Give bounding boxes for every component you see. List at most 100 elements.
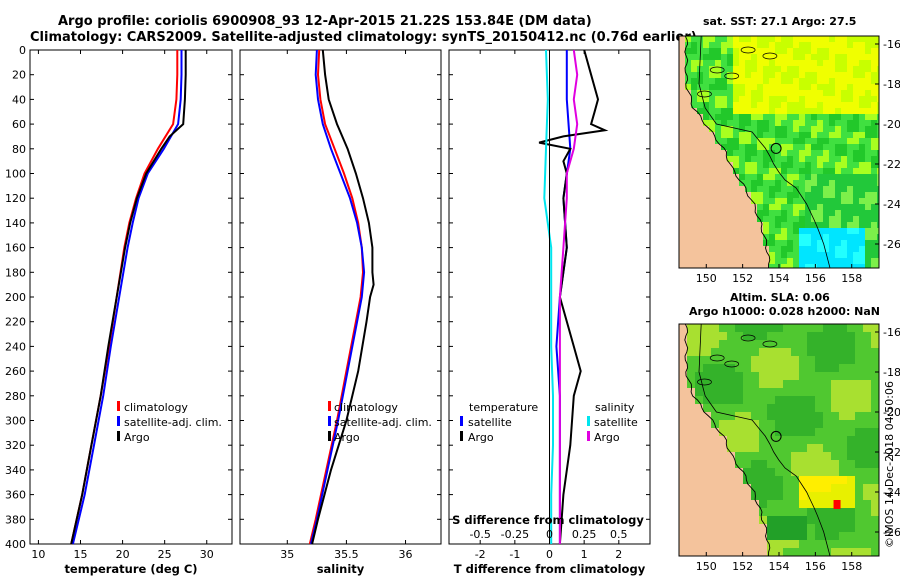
map-cell [763, 102, 769, 108]
map-cell [691, 84, 697, 90]
map-cell [745, 198, 751, 204]
map-cell [815, 436, 823, 444]
map-cell [823, 340, 831, 348]
map-cell [791, 516, 799, 524]
map-cell [877, 66, 879, 72]
map-cell [739, 132, 745, 138]
map-cell [781, 222, 787, 228]
map-cell [815, 508, 823, 516]
map-cell [769, 114, 775, 120]
map-cell [831, 508, 839, 516]
map-cell [775, 96, 781, 102]
map-cell [679, 42, 685, 48]
map-cell [769, 192, 775, 198]
map-cell [823, 468, 831, 476]
lat-tick-label: -16 [883, 38, 900, 51]
map-cell [859, 252, 865, 258]
map-cell [811, 258, 817, 264]
map-cell [841, 210, 847, 216]
map-cell [799, 180, 805, 186]
map-cell [829, 60, 835, 66]
map-cell [853, 96, 859, 102]
map-cell [679, 162, 685, 168]
legend-swatch [117, 401, 120, 411]
map-cell [781, 138, 787, 144]
map-cell [715, 126, 721, 132]
map-cell [715, 102, 721, 108]
map-cell [831, 452, 839, 460]
map-cell [735, 524, 743, 532]
x-axis-label: T difference from climatology [454, 562, 646, 576]
map-cell [685, 138, 691, 144]
map-cell [697, 222, 703, 228]
map-cell [775, 216, 781, 222]
map-cell [811, 48, 817, 54]
map-cell [679, 420, 687, 428]
map-cell [823, 222, 829, 228]
map-cell [757, 66, 763, 72]
map-cell [859, 102, 865, 108]
map-cell [679, 388, 687, 396]
map-cell [735, 500, 743, 508]
map-cell [769, 162, 775, 168]
map-cell [721, 204, 727, 210]
map-cell [687, 500, 695, 508]
map-cell [831, 324, 839, 332]
map-cell [763, 180, 769, 186]
map-cell [865, 114, 871, 120]
map-cell [697, 72, 703, 78]
map-cell [763, 36, 769, 42]
map-cell [823, 240, 829, 246]
map-cell [751, 156, 757, 162]
map-cell [859, 228, 865, 234]
map-cell [799, 364, 807, 372]
map-cell [709, 210, 715, 216]
x-tick-label: 30 [200, 548, 214, 561]
map-cell [751, 532, 759, 540]
map-cell [859, 78, 865, 84]
map-cell [811, 168, 817, 174]
map-cell [691, 72, 697, 78]
map-cell [783, 508, 791, 516]
map-cell [877, 246, 879, 252]
map-cell [739, 198, 745, 204]
map-cell [695, 532, 703, 540]
map-cell [759, 380, 767, 388]
map-cell [685, 210, 691, 216]
map-cell [781, 132, 787, 138]
map-cell [679, 258, 685, 264]
map-cell [823, 90, 829, 96]
map-cell [817, 162, 823, 168]
map-cell [695, 412, 703, 420]
map-cell [763, 174, 769, 180]
map-cell [745, 228, 751, 234]
map-cell [685, 258, 691, 264]
map-cell [763, 78, 769, 84]
map-cell [703, 84, 709, 90]
map-cell [703, 364, 711, 372]
map-cell [703, 258, 709, 264]
map-cell [793, 156, 799, 162]
map-cell [743, 476, 751, 484]
map-cell [745, 234, 751, 240]
map-cell [865, 66, 871, 72]
map-cell [829, 78, 835, 84]
map-cell [835, 228, 841, 234]
map-cell [831, 484, 839, 492]
map-cell [687, 340, 695, 348]
map-cell [863, 452, 871, 460]
map-cell [719, 380, 727, 388]
map-cell [719, 484, 727, 492]
map-cell [767, 476, 775, 484]
map-cell [727, 356, 735, 364]
map-cell [757, 228, 763, 234]
map-cell [835, 36, 841, 42]
map-cell [703, 162, 709, 168]
legend-label: satellite-adj. clim. [334, 416, 432, 429]
map-cell [697, 156, 703, 162]
map-cell [855, 428, 863, 436]
map-cell [679, 372, 687, 380]
map-cell [841, 84, 847, 90]
map-cell [769, 60, 775, 66]
map-cell [871, 210, 877, 216]
